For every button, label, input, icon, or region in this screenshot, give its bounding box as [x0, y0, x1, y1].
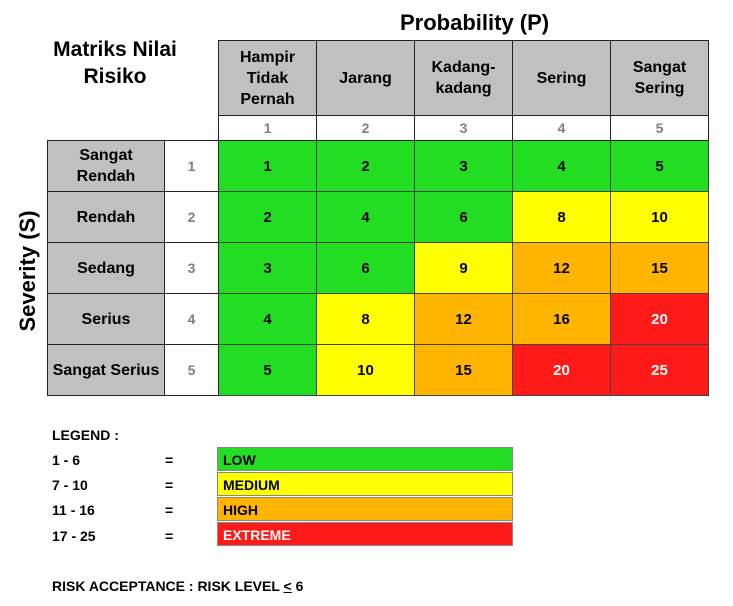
risk-cell: 2: [316, 140, 415, 192]
legend-title: LEGEND :: [52, 427, 119, 443]
severity-axis-title: Severity (S): [15, 210, 40, 332]
risk-cell: 4: [512, 140, 611, 192]
risk-cell: 12: [512, 242, 611, 294]
risk-cell: 9: [414, 242, 513, 294]
severity-number-2: 2: [164, 191, 219, 243]
corner-blank: [48, 116, 165, 141]
severity-number-3: 3: [164, 242, 219, 294]
legend-equals: =: [165, 477, 174, 493]
risk-cell: 5: [610, 140, 709, 192]
risk-cell: 20: [512, 344, 611, 396]
legend-box-high: HIGH: [217, 497, 513, 521]
probability-header-3: Kadang-kadang: [414, 40, 513, 116]
matrix-title: Matriks Nilai Risiko: [53, 38, 177, 88]
probability-axis-title: Probability (P): [400, 10, 550, 35]
risk-cell: 3: [414, 140, 513, 192]
legend-equals: =: [165, 452, 174, 468]
risk-cell: 4: [218, 293, 317, 345]
less-equal-symbol: <: [283, 578, 292, 594]
risk-cell: 25: [610, 344, 709, 396]
risk-cell: 20: [610, 293, 709, 345]
probability-number-1: 1: [218, 115, 317, 141]
severity-header-3: Sedang: [47, 242, 165, 294]
severity-header-1: Sangat Rendah: [47, 140, 165, 192]
risk-cell: 12: [414, 293, 513, 345]
probability-header-4: Sering: [512, 40, 611, 116]
risk-cell: 3: [218, 242, 317, 294]
risk-cell: 6: [316, 242, 415, 294]
probability-number-4: 4: [512, 115, 611, 141]
severity-number-5: 5: [164, 344, 219, 396]
severity-header-5: Sangat Serius: [47, 344, 165, 396]
severity-number-1: 1: [164, 140, 219, 192]
legend-box-low: LOW: [217, 447, 513, 471]
risk-matrix-table: Hampir Tidak Pernah Jarang Kadang-kadang…: [47, 40, 709, 396]
corner-blank: [48, 41, 165, 116]
legend-range-low: 1 - 6: [52, 452, 81, 468]
risk-cell: 8: [512, 191, 611, 243]
probability-header-5: Sangat Sering: [610, 40, 709, 116]
corner-blank: [165, 41, 219, 116]
severity-number-4: 4: [164, 293, 219, 345]
legend-range-extreme: 17 - 25: [52, 528, 96, 544]
risk-acceptance-value: 6: [291, 578, 304, 594]
corner-blank: [165, 116, 219, 141]
legend-equals: =: [165, 528, 174, 544]
risk-acceptance-note: RISK ACCEPTANCE : RISK LEVEL < 6: [52, 578, 303, 594]
severity-header-2: Rendah: [47, 191, 165, 243]
legend-equals: =: [165, 502, 174, 518]
risk-cell: 10: [316, 344, 415, 396]
risk-cell: 8: [316, 293, 415, 345]
risk-cell: 15: [610, 242, 709, 294]
legend-box-medium: MEDIUM: [217, 472, 513, 496]
risk-acceptance-text: RISK ACCEPTANCE : RISK LEVEL: [52, 578, 284, 594]
risk-cell: 16: [512, 293, 611, 345]
probability-header-2: Jarang: [316, 40, 415, 116]
legend-range-medium: 7 - 10: [52, 477, 88, 493]
legend-box-extreme: EXTREME: [217, 522, 513, 546]
risk-cell: 15: [414, 344, 513, 396]
severity-header-4: Serius: [47, 293, 165, 345]
risk-cell: 6: [414, 191, 513, 243]
risk-cell: 10: [610, 191, 709, 243]
probability-number-5: 5: [610, 115, 709, 141]
risk-cell: 5: [218, 344, 317, 396]
probability-header-1: Hampir Tidak Pernah: [218, 40, 317, 116]
probability-number-3: 3: [414, 115, 513, 141]
probability-number-2: 2: [316, 115, 415, 141]
risk-cell: 4: [316, 191, 415, 243]
risk-cell: 2: [218, 191, 317, 243]
legend-range-high: 11 - 16: [52, 502, 95, 518]
risk-cell: 1: [218, 140, 317, 192]
